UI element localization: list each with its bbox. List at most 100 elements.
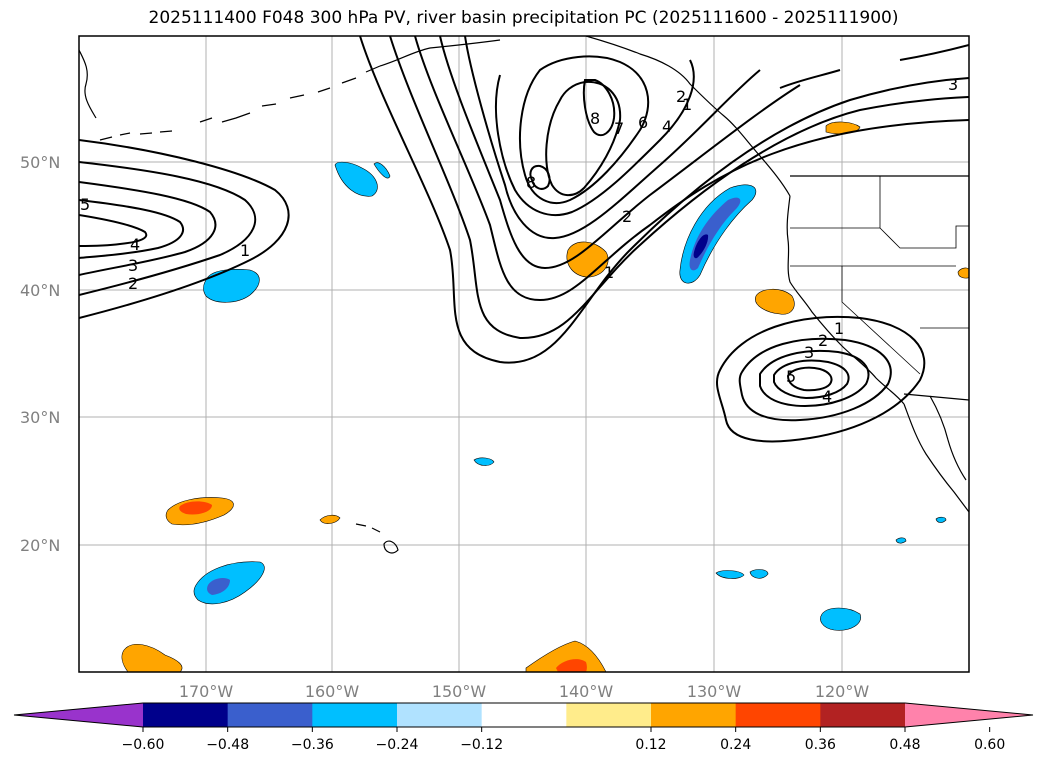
precip-patch-neg-17n-b: [715, 570, 745, 579]
lon-label-120w: 120°W: [815, 682, 870, 701]
lat-label-20n: 20°N: [20, 536, 60, 555]
pv-contour-trough-3: [414, 36, 969, 302]
pv-contours: [79, 36, 969, 443]
pv-labels: 1 2 3 4 5 1 2 4 6 7 8 8 3 1 2 3 4 5 2 1: [80, 75, 958, 406]
pv-label: 4: [662, 117, 672, 136]
pv-contour-trough-5: [464, 36, 761, 240]
lat-label-50n: 50°N: [20, 153, 60, 172]
coast-gulf-california: [929, 395, 967, 481]
border-id: [879, 176, 969, 249]
border-ca-nv: [841, 266, 921, 375]
colorbar-bin: [481, 703, 567, 727]
pv-contour-cutoff-2: [738, 337, 892, 422]
map-frame: [78, 35, 970, 673]
colorbar-bin: [397, 703, 483, 727]
colorbar-bin: [312, 703, 398, 727]
colorbar: −0.60 −0.48 −0.36 −0.24 −0.12 0.12 0.24 0.36 0.4…: [13, 702, 1034, 753]
colorbar-bin: [227, 703, 313, 727]
pv-contour-west-5: [79, 214, 148, 247]
precip-patch-pos-22n-small: [319, 514, 341, 524]
precip-patch-neg-40n: [203, 269, 260, 303]
coast-hawaii: [355, 523, 399, 554]
precip-patch-neg-17n-c: [749, 569, 769, 579]
colorbar-tick-label: −0.48: [206, 737, 249, 753]
colorbar-extend-high: [905, 703, 1033, 727]
lat-label-40n: 40°N: [20, 281, 60, 300]
coast-aleutians: [99, 65, 381, 141]
precip-patch-pos-east-edge: [957, 267, 969, 279]
colorbar-tick-label: 0.12: [635, 737, 666, 753]
colorbar-tick-label: 0.60: [974, 737, 1005, 753]
pv-contour-ne-1: [779, 44, 969, 89]
map-title: 2025111400 F048 300 hPa PV, river basin …: [148, 8, 899, 28]
state-borders: [790, 176, 969, 375]
colorbar-bin: [651, 703, 737, 727]
pv-label: 5: [786, 367, 796, 386]
precip-patch-neg-20n-east: [895, 537, 907, 544]
pv-label: 1: [240, 241, 250, 260]
pv-label: 2: [676, 87, 686, 106]
precip-patch-neg-48n: [334, 161, 378, 197]
lon-label-130w: 130°W: [687, 682, 742, 701]
pv-contour-trough-9: [529, 164, 551, 190]
pv-contour-west-3: [79, 181, 217, 276]
lon-label-140w: 140°W: [559, 682, 614, 701]
pv-label: 8: [590, 109, 600, 128]
precip-patch-neg-14n: [820, 607, 861, 631]
coastlines: [79, 36, 969, 554]
lon-label-150w: 150°W: [432, 682, 487, 701]
pv-contour-cutoff-3: [759, 349, 870, 408]
colorbar-tick-label: 0.48: [889, 737, 920, 753]
colorbar-bin: [735, 703, 821, 727]
coast-siberia: [79, 49, 97, 119]
coast-alaska-south: [379, 36, 791, 197]
lon-label-160w: 160°W: [305, 682, 360, 701]
colorbar-extend-low: [14, 703, 143, 727]
lon-label-170w: 170°W: [179, 682, 234, 701]
colorbar-bin: [820, 703, 906, 727]
precip-patch-pos-bc: [825, 121, 861, 135]
pv-contour-cutoff-1: [716, 315, 926, 443]
colorbar-tick-label: −0.36: [291, 737, 334, 753]
pv-label: 2: [818, 331, 828, 350]
colorbar-tick-label: −0.24: [376, 737, 419, 753]
pv-label: 6: [638, 113, 648, 132]
precip-patch-neg-pnw-inner: [689, 197, 741, 271]
colorbar-tick-label: −0.60: [122, 737, 165, 753]
colorbar-tick-label: 0.36: [805, 737, 836, 753]
colorbar-bin: [566, 703, 652, 727]
pv-contour-cutoff-4: [773, 359, 850, 400]
precip-patch-neg-17n-core: [207, 577, 230, 595]
pv-contour-trough-4: [439, 36, 801, 270]
pv-label: 2: [128, 274, 138, 293]
pv-label: 3: [804, 343, 814, 362]
colorbar-bin: [143, 703, 229, 727]
pv-label: 1: [834, 319, 844, 338]
precip-patch-pos-23n-core: [179, 501, 212, 515]
lat-labels: 50°N 40°N 30°N 20°N: [20, 153, 60, 555]
lon-labels: 170°W 160°W 150°W 140°W 130°W 120°W: [179, 682, 870, 701]
precip-patch-pos-12n-west: [121, 643, 183, 672]
precip-patch-neg-48n-b: [373, 162, 391, 179]
pv-contour-cutoff-5: [786, 366, 833, 392]
pv-contour-trough-7: [519, 55, 650, 204]
precip-patch-pos-10n-mid-core: [556, 659, 587, 672]
pv-label: 8: [526, 173, 536, 192]
pv-label: 4: [130, 235, 140, 254]
pv-contour-trough-10: [582, 79, 616, 137]
pv-contour-trough-1: [359, 36, 969, 364]
pv-label: 2: [622, 207, 632, 226]
precip-patch-pos-calif: [755, 288, 795, 315]
pv-label: 1: [604, 263, 614, 282]
pv-label: 3: [948, 75, 958, 94]
colorbar-tick-label: −0.12: [460, 737, 503, 753]
pv-contour-west-2: [79, 161, 257, 296]
pv-contour-trough-6: [494, 59, 695, 216]
pv-label: 3: [128, 256, 138, 275]
pv-label: 1: [682, 95, 692, 114]
pv-label: 7: [614, 119, 624, 138]
precip-patch-neg-22n-east: [935, 516, 947, 523]
precip-patch-neg-pnw-core: [693, 234, 709, 259]
pv-contour-west-4: [79, 199, 185, 259]
